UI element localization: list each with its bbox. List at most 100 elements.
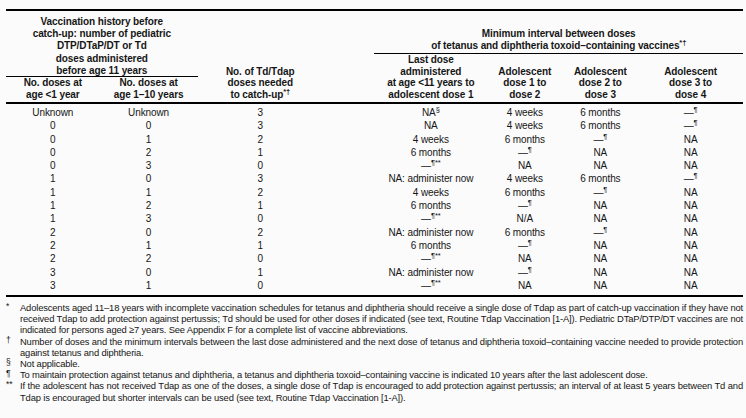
header-col-doses-1-10yr: No. doses atage 1–10 years [100, 77, 198, 100]
cell: 3 [100, 212, 198, 225]
cell: NA [374, 119, 487, 132]
spacer-cell [323, 119, 375, 132]
footnote-text: Adolescents aged 11–18 years with incomp… [20, 302, 743, 336]
cell: 1 [100, 133, 198, 146]
header-group-vaccination-history: Vaccination history beforecatch-up: numb… [6, 11, 198, 102]
cell: 1 [100, 186, 198, 199]
cell: NA [562, 212, 638, 225]
header-col-adolescent-dose-1-2: Adolescentdose 1 todose 2 [487, 66, 562, 101]
cell: 2 [100, 199, 198, 212]
footnote-text: Not applicable. [20, 358, 743, 369]
cell: —¶ [562, 186, 638, 199]
cell: —¶ [562, 133, 638, 146]
footnotes: *Adolescents aged 11–18 years with incom… [6, 302, 743, 403]
cell: —¶ [487, 146, 562, 159]
footnote-text: Number of doses and the minimum interval… [20, 336, 743, 358]
table-row: 1216 months—¶NANA [6, 199, 743, 212]
header-subrow-right: Last doseadministeredat age <11 years to… [374, 54, 743, 102]
cell: 0 [100, 172, 198, 185]
cell: NA [638, 239, 743, 252]
cell: NA [562, 146, 638, 159]
cell: 4 weeks [487, 106, 562, 119]
cell: NA [487, 159, 562, 172]
cell: 1 [6, 186, 100, 199]
spacer-cell [323, 186, 375, 199]
cell: 4 weeks [374, 133, 487, 146]
spacer-cell [323, 106, 375, 119]
cell: 1 [6, 212, 100, 225]
cell: NA [487, 279, 562, 292]
cell: 6 months [562, 119, 638, 132]
footnote: ¶To maintain protection against tetanus … [6, 369, 743, 380]
spacer-cell [323, 212, 375, 225]
cell: NA [638, 279, 743, 292]
cell: NA [562, 199, 638, 212]
footnote: §Not applicable. [6, 358, 743, 369]
header-col-td-tdap-doses-needed-label: No. of Td/Tdapdoses neededto catch-up*† [226, 66, 295, 101]
cell: 1 [198, 239, 323, 252]
cell: 1 [6, 199, 100, 212]
cell: 0 [198, 279, 323, 292]
cell: NA [638, 186, 743, 199]
cell: NA [638, 266, 743, 279]
cell: NA§ [374, 106, 487, 119]
table-header: Vaccination history beforecatch-up: numb… [6, 9, 743, 104]
cell: NA [487, 252, 562, 265]
cell: 3 [198, 106, 323, 119]
spacer-cell [323, 199, 375, 212]
header-spacer [323, 11, 375, 102]
cell: Unknown [6, 106, 100, 119]
vaccination-table: Vaccination history beforecatch-up: numb… [6, 9, 743, 297]
cell: 1 [198, 146, 323, 159]
cell: 2 [6, 239, 100, 252]
header-group-right-title: Minimum interval between dosesof tetanus… [374, 11, 743, 54]
table-row: 130—¶**N/ANANA [6, 212, 743, 225]
table-row: 220—¶**NANANA [6, 252, 743, 265]
cell: —¶** [374, 212, 487, 225]
footnote: †Number of doses and the minimum interva… [6, 336, 743, 358]
cell: NA [638, 226, 743, 239]
cell: 1 [198, 199, 323, 212]
cell: —¶** [374, 159, 487, 172]
cell: 2 [100, 252, 198, 265]
footnote-marker: ** [6, 379, 20, 401]
cell: NA [638, 146, 743, 159]
table-row: 1124 weeks6 months—¶NA [6, 186, 743, 199]
header-col-adolescent-dose-2-3: Adolescentdose 2 todose 3 [562, 66, 638, 101]
cell: 0 [6, 119, 100, 132]
cell: 2 [100, 146, 198, 159]
cell: 0 [6, 146, 100, 159]
cell: NA [638, 159, 743, 172]
spacer-cell [323, 159, 375, 172]
cell: 1 [198, 266, 323, 279]
cell: 3 [198, 172, 323, 185]
table-row: 003NA4 weeks6 months—¶ [6, 119, 743, 132]
spacer-cell [323, 252, 375, 265]
cell: NA [562, 279, 638, 292]
spacer-cell [323, 279, 375, 292]
cell: 2 [198, 226, 323, 239]
table-row: 0124 weeks6 months—¶NA [6, 133, 743, 146]
footnote-marker: * [6, 301, 20, 335]
spacer-cell [323, 226, 375, 239]
header-col-td-tdap-doses-needed: No. of Td/Tdapdoses neededto catch-up*† [198, 11, 323, 102]
cell: NA [638, 199, 743, 212]
footnote-text: If the adolescent has not received Tdap … [20, 380, 743, 402]
header-col-adolescent-dose-3-4: Adolescentdose 3 todose 4 [638, 66, 743, 101]
spacer-cell [323, 172, 375, 185]
cell: —¶ [487, 199, 562, 212]
footnote-text: To maintain protection against tetanus a… [20, 369, 743, 380]
cell: 3 [198, 119, 323, 132]
footnote-marker: § [6, 357, 20, 368]
cell: NA: administer now [374, 172, 487, 185]
cell: 0 [6, 133, 100, 146]
footnote: *Adolescents aged 11–18 years with incom… [6, 302, 743, 336]
table-row: 202NA: administer now6 months—¶NA [6, 226, 743, 239]
cell: —¶ [487, 266, 562, 279]
cell: 4 weeks [487, 119, 562, 132]
spacer-cell [323, 266, 375, 279]
cell: NA [562, 252, 638, 265]
cell: 3 [6, 266, 100, 279]
cell: —¶ [638, 106, 743, 119]
cell: 0 [100, 119, 198, 132]
